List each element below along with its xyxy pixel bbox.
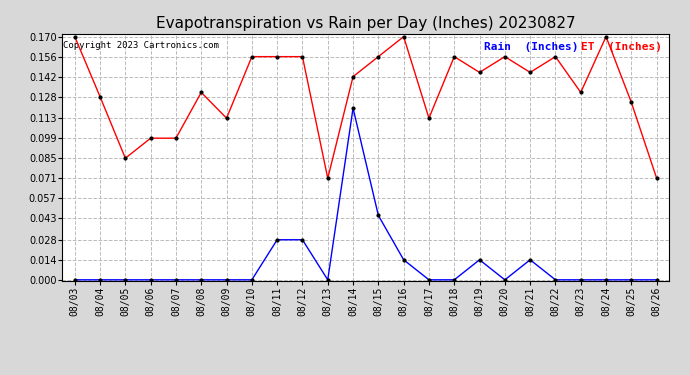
Title: Evapotranspiration vs Rain per Day (Inches) 20230827: Evapotranspiration vs Rain per Day (Inch… <box>156 16 575 31</box>
Text: Copyright 2023 Cartronics.com: Copyright 2023 Cartronics.com <box>63 41 219 50</box>
Legend: Rain  (Inches), ET  (Inches): Rain (Inches), ET (Inches) <box>482 39 664 54</box>
